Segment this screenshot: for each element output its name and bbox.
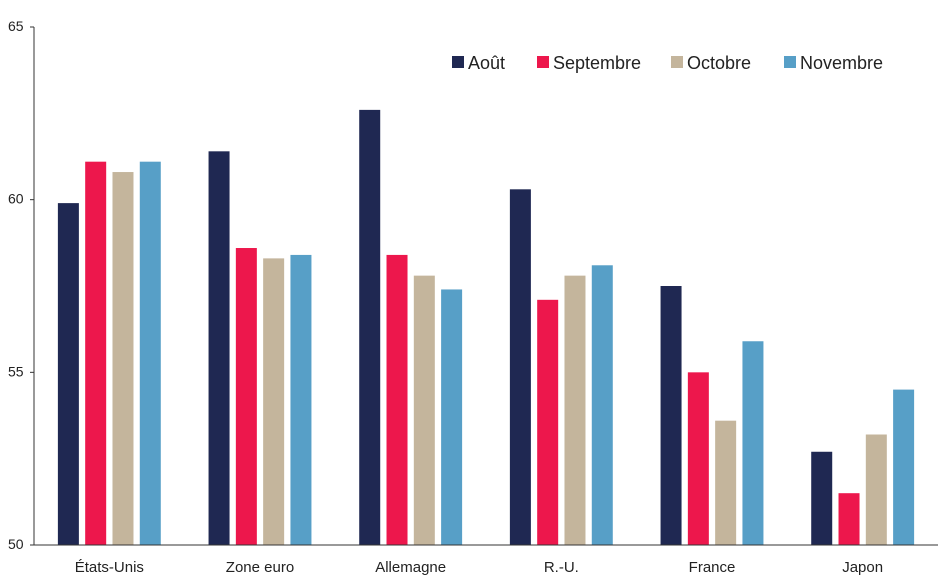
y-tick-label: 65: [8, 18, 24, 34]
bar-4-2: [537, 299, 559, 545]
bar-2-4: [290, 254, 312, 546]
y-ticks-group: 50 55 60 65: [8, 18, 34, 552]
x-category-label: Zone euro: [226, 559, 294, 576]
bars-group: [57, 109, 915, 546]
legend-label: Octobre: [687, 53, 751, 73]
x-category-label: R.-U.: [544, 559, 579, 576]
legend-swatch: [537, 56, 549, 68]
bar-1-2: [85, 161, 107, 545]
legend-label: Novembre: [800, 53, 883, 73]
bar-4-3: [564, 275, 586, 545]
bar-5-3: [715, 420, 737, 545]
legend-swatch: [671, 56, 683, 68]
legend-swatch: [784, 56, 796, 68]
bar-5-4: [742, 341, 764, 545]
legend-label: Septembre: [553, 53, 641, 73]
bar-3-4: [441, 289, 463, 545]
legend-swatch: [452, 56, 464, 68]
bar-4-4: [591, 265, 613, 545]
bar-2-2: [235, 248, 257, 545]
bar-3-3: [413, 275, 435, 545]
bar-3-2: [386, 254, 408, 546]
bar-4-1: [509, 189, 531, 545]
x-labels-group: États-Unis Zone euro Allemagne R.-U. France J…: [75, 559, 883, 576]
x-category-label: France: [689, 559, 736, 576]
bar-1-3: [112, 172, 134, 546]
bar-3-1: [359, 109, 381, 545]
bar-6-1: [811, 451, 833, 545]
bar-6-2: [838, 493, 860, 545]
bar-5-1: [660, 286, 682, 545]
x-category-label: États-Unis: [75, 559, 144, 576]
y-tick-label: 60: [8, 191, 24, 207]
bar-6-3: [865, 434, 887, 545]
legend-label: Août: [468, 53, 505, 73]
y-tick-label: 55: [8, 363, 24, 379]
bar-1-1: [57, 203, 79, 545]
legend: Août Septembre Octobre Novembre: [452, 53, 883, 73]
bar-2-3: [263, 258, 285, 545]
x-category-label: Allemagne: [375, 559, 446, 576]
y-tick-label: 50: [8, 536, 24, 552]
bar-2-1: [208, 151, 230, 545]
bar-5-2: [687, 372, 709, 545]
x-category-label: Japon: [842, 559, 883, 576]
bar-1-4: [139, 161, 161, 545]
bar-6-4: [893, 389, 915, 545]
